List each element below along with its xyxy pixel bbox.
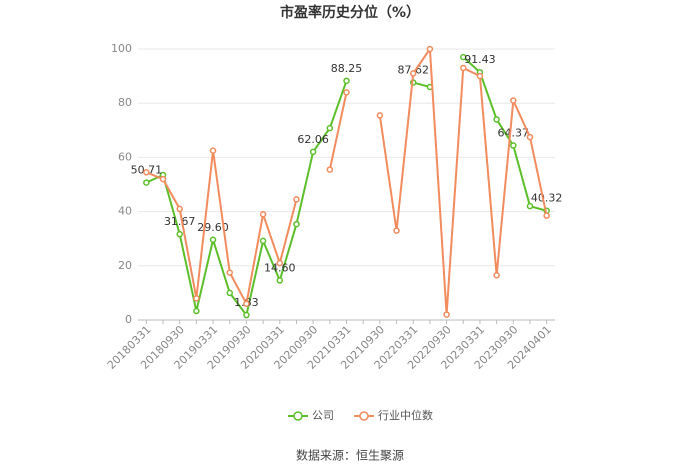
data-label: 14.60: [264, 261, 296, 274]
legend-marker: [293, 411, 303, 421]
point: [326, 124, 334, 132]
point: [143, 179, 150, 186]
point: [493, 272, 500, 279]
y-tick-label: 20: [118, 259, 132, 272]
data-label: 64.37: [498, 127, 530, 140]
point: [460, 53, 467, 61]
point: [176, 205, 183, 213]
point: [409, 70, 417, 77]
point: [476, 72, 484, 80]
point: [526, 202, 534, 210]
point: [309, 148, 317, 156]
point: [510, 142, 517, 149]
point: [243, 311, 250, 319]
point: [393, 227, 400, 234]
point: [209, 147, 217, 154]
legend-marker: [359, 411, 369, 421]
point: [343, 77, 350, 85]
data-label: 91.43: [464, 53, 496, 66]
point: [159, 175, 167, 183]
point: [176, 230, 183, 238]
point: [426, 45, 434, 53]
point: [293, 196, 300, 203]
y-tick-label: 100: [111, 42, 132, 55]
legend-label: 公司: [312, 409, 334, 422]
point: [226, 269, 233, 276]
data-label: 40.32: [531, 192, 563, 205]
source: 数据来源：恒生聚源: [296, 448, 404, 463]
point: [443, 311, 450, 318]
data-label: 62.06: [297, 133, 329, 146]
point: [343, 89, 350, 96]
point: [510, 97, 517, 104]
data-label: 31.67: [164, 215, 196, 228]
y-tick-label: 80: [118, 96, 132, 109]
point: [293, 220, 300, 228]
point: [493, 116, 500, 123]
point: [526, 133, 534, 141]
point: [259, 237, 267, 245]
y-tick-label: 40: [118, 205, 132, 218]
point: [376, 112, 384, 119]
point: [143, 169, 150, 176]
point: [276, 259, 284, 267]
chart-title: 市盈率历史分位（%）: [280, 4, 420, 21]
data-label: 88.25: [331, 62, 363, 75]
point: [326, 166, 334, 173]
y-tick-label: 60: [118, 150, 132, 163]
legend-label: 行业中位数: [378, 408, 433, 422]
y-tick-label: 0: [125, 313, 132, 326]
point: [209, 236, 217, 244]
point: [543, 212, 550, 219]
point: [193, 307, 200, 315]
point: [226, 289, 233, 297]
point: [193, 295, 200, 302]
point: [259, 211, 267, 218]
point: [276, 277, 284, 284]
data-label: 87.62: [397, 64, 429, 77]
point: [243, 300, 250, 307]
point: [460, 64, 467, 72]
